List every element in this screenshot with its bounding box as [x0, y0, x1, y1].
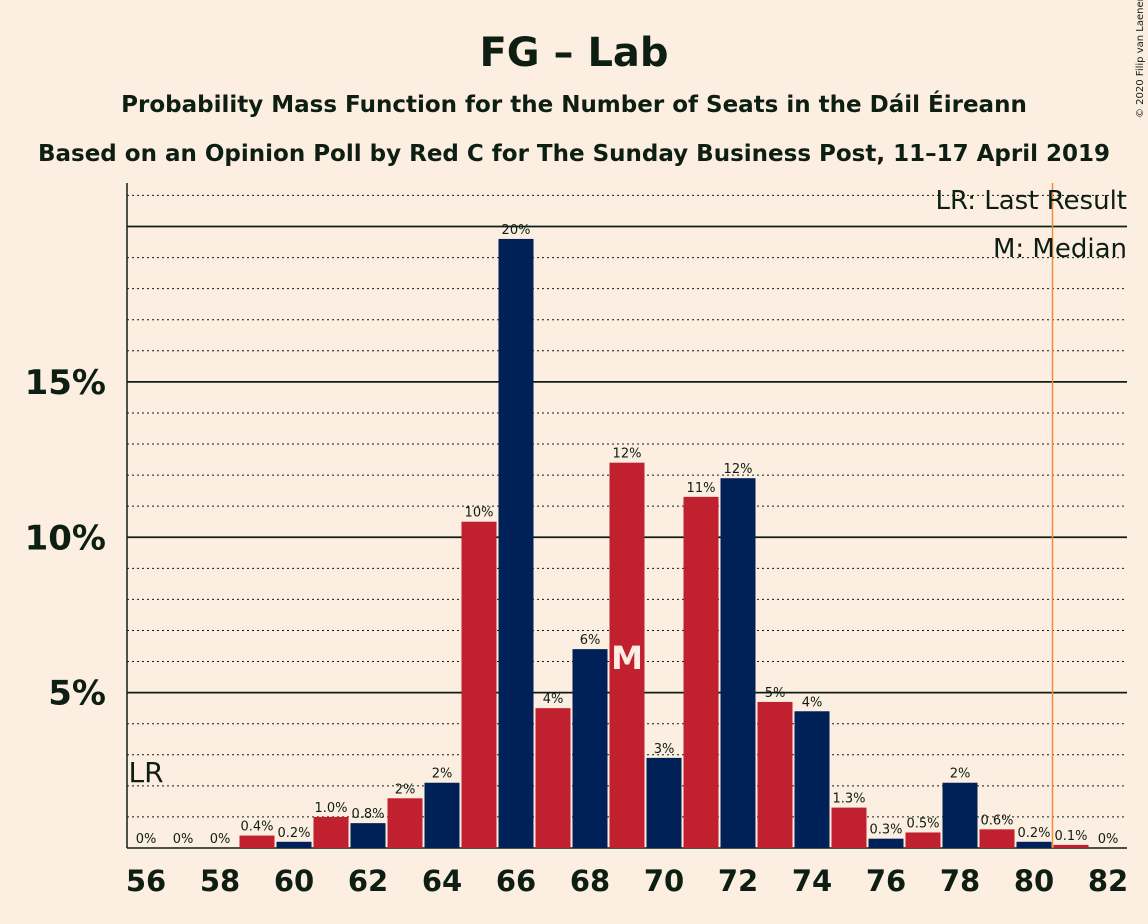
y-axis-ticks: 5% 10% 15%	[25, 363, 106, 714]
x-axis-ticks: 56 58 60 62 64 66 68 70 72 74 76 78 80 82	[126, 864, 1128, 898]
bar-value-label: 4%	[543, 692, 564, 707]
x-tick-label: 80	[1014, 864, 1054, 898]
bar	[276, 841, 312, 848]
x-tick-label: 64	[422, 864, 462, 898]
bar-value-label: 1.0%	[314, 801, 347, 816]
bar-value-label: 0.1%	[1054, 829, 1087, 844]
x-tick-label: 58	[200, 864, 240, 898]
chart-subtitle-2: Based on an Opinion Poll by Red C for Th…	[38, 141, 1110, 167]
bar	[572, 649, 608, 848]
bar-value-label: 0.5%	[906, 816, 939, 831]
bar	[720, 478, 756, 848]
bar	[239, 835, 275, 848]
bar	[1016, 841, 1052, 848]
bar	[609, 462, 645, 848]
bar	[461, 521, 497, 848]
bar	[1053, 844, 1089, 848]
last-result-marker: LR	[128, 756, 163, 789]
legend-median: M: Median	[993, 234, 1127, 264]
bar	[424, 782, 460, 848]
bars	[239, 238, 1089, 849]
median-marker: M	[611, 639, 643, 677]
x-tick-label: 72	[718, 864, 758, 898]
bar-value-label: 12%	[724, 462, 753, 477]
bar-value-label: 0.2%	[277, 826, 310, 841]
bar	[831, 807, 867, 848]
legend-last-result: LR: Last Result	[935, 186, 1127, 216]
bar	[942, 782, 978, 848]
x-tick-label: 70	[644, 864, 684, 898]
bar-value-label: 0%	[210, 832, 231, 847]
y-tick-label: 5%	[48, 674, 106, 714]
bar	[313, 816, 349, 848]
bar	[794, 711, 830, 848]
bar-value-labels: 0% 0% 0% 0.4% 0.2% 1.0% 0.8% 2% 2% 10% 20% 4% 6% 12% 3…	[136, 223, 1119, 847]
bar-value-label: 0%	[173, 832, 194, 847]
x-tick-label: 56	[126, 864, 166, 898]
bar-value-label: 0.8%	[351, 807, 384, 822]
bar-value-label: 5%	[765, 686, 786, 701]
x-tick-label: 60	[274, 864, 314, 898]
bar-value-label: 0%	[136, 832, 157, 847]
bar	[757, 701, 793, 848]
bar	[535, 708, 571, 848]
x-tick-label: 82	[1088, 864, 1128, 898]
bar-value-label: 0.4%	[240, 820, 273, 835]
bar	[387, 798, 423, 848]
x-tick-label: 74	[792, 864, 832, 898]
bar-value-label: 0.2%	[1017, 826, 1050, 841]
bar-value-label: 6%	[580, 633, 601, 648]
bar	[683, 496, 719, 848]
x-tick-label: 78	[940, 864, 980, 898]
bar-value-label: 2%	[432, 767, 453, 782]
bar-value-label: 3%	[654, 742, 675, 757]
bar-value-label: 12%	[613, 447, 642, 462]
x-tick-label: 68	[570, 864, 610, 898]
bar-value-label: 11%	[687, 481, 716, 496]
bar	[350, 823, 386, 848]
bar	[868, 838, 904, 848]
y-tick-label: 10%	[25, 518, 106, 558]
bar-value-label: 2%	[950, 767, 971, 782]
x-tick-label: 66	[496, 864, 536, 898]
bar-value-label: 4%	[802, 695, 823, 710]
x-tick-label: 76	[866, 864, 906, 898]
bar	[905, 832, 941, 848]
bar	[498, 238, 534, 849]
chart-subtitle-1: Probability Mass Function for the Number…	[121, 90, 1027, 118]
bar-value-label: 2%	[395, 782, 416, 797]
x-tick-label: 62	[348, 864, 388, 898]
bar-value-label: 20%	[502, 223, 531, 238]
bar-value-label: 1.3%	[832, 792, 865, 807]
copyright-note: © 2020 Filip van Laenen	[1135, 0, 1146, 118]
bar	[646, 757, 682, 848]
bar-value-label: 10%	[465, 506, 494, 521]
bar-value-label: 0.6%	[980, 813, 1013, 828]
bar	[979, 829, 1015, 848]
bar-value-label: 0%	[1098, 832, 1119, 847]
chart-title: FG – Lab	[479, 30, 668, 76]
bar-value-label: 0.3%	[869, 823, 902, 838]
y-tick-label: 15%	[25, 363, 106, 403]
